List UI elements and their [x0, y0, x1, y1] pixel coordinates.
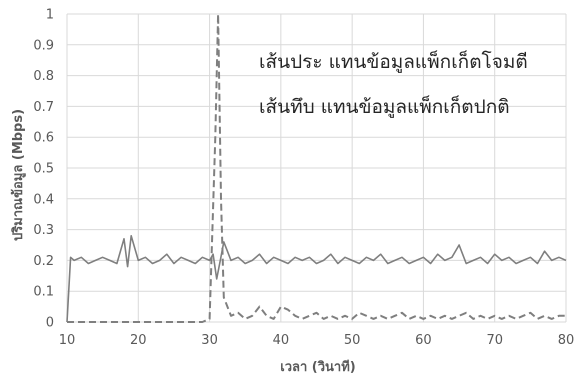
x-tick-label: 50	[344, 333, 361, 348]
series-lines	[66, 13, 567, 323]
y-tick-label: 0.7	[33, 100, 54, 115]
x-tick-label: 20	[130, 333, 147, 348]
y-tick-label: 0.1	[33, 285, 54, 300]
x-tick-label: 70	[486, 333, 503, 348]
x-tick-label: 60	[415, 333, 432, 348]
tick-labels: 0 0.1 0.2 0.3 0.4 0.5 0.6 0.7 0.8 0.9 1 10 20 30 40 50 6…	[33, 8, 574, 349]
y-tick-label: 0.6	[33, 131, 54, 146]
y-tick-label: 1	[46, 8, 54, 23]
y-tick-label: 0.5	[33, 162, 54, 177]
x-axis-title: เวลา (วินาที)	[280, 359, 355, 375]
annotation-dashed-legend: เส้นประ แทนข้อมูลแพ็กเก็ตโจมตี	[259, 49, 528, 73]
x-tick-label: 80	[558, 333, 575, 348]
y-axis-title: ปริมาณข้อมูล (Mbps)	[10, 109, 26, 241]
y-tick-label: 0.3	[33, 223, 54, 238]
normal-traffic-line	[66, 235, 567, 323]
x-tick-label: 30	[201, 333, 218, 348]
attack-traffic-line	[67, 13, 566, 323]
x-tick-label: 10	[59, 333, 76, 348]
y-tick-label: 0.2	[33, 254, 54, 269]
x-tick-label: 40	[273, 333, 290, 348]
y-tick-label: 0.9	[33, 38, 54, 53]
y-tick-label: 0	[46, 316, 54, 331]
annotation-solid-legend: เส้นทึบ แทนข้อมูลแพ็กเก็ตปกติ	[259, 94, 510, 118]
y-tick-label: 0.4	[33, 192, 54, 207]
y-tick-label: 0.8	[33, 69, 54, 84]
grid-lines	[66, 13, 567, 323]
